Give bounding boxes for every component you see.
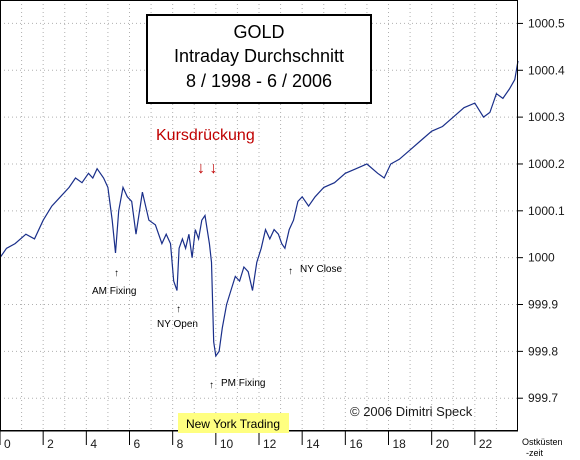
title-line-3: 8 / 1998 - 6 / 2006 xyxy=(186,71,332,91)
pm-fixing-label: PM Fixing xyxy=(221,378,265,389)
x-tick-label: 18 xyxy=(393,437,407,451)
y-axis-ticks: 1000.5 1000.4 1000.3 1000.2 1000.1 1000 999.9 9… xyxy=(518,16,565,405)
x-axis-label-line-1: Ostküsten xyxy=(522,437,563,447)
y-tick-label: 999.8 xyxy=(528,344,558,358)
pm-fixing-arrow: ↑ xyxy=(209,380,214,391)
x-tick-label: 6 xyxy=(134,437,141,451)
x-axis-label-line-2: -zeit xyxy=(526,448,544,458)
kurs-label: Kursdrückung xyxy=(156,127,255,144)
y-tick-label: 999.9 xyxy=(528,298,558,312)
ny-open-label: NY Open xyxy=(157,319,198,330)
y-tick-label: 1000.2 xyxy=(528,157,565,171)
title-box xyxy=(146,14,372,104)
x-tick-label: 12 xyxy=(263,437,277,451)
title-line-1: GOLD xyxy=(233,22,284,42)
copyright-text: © 2006 Dimitri Speck xyxy=(350,404,473,419)
ny-close-arrow: ↑ xyxy=(288,266,293,277)
y-tick-label: 1000.1 xyxy=(528,204,565,218)
ny-close-label: NY Close xyxy=(300,264,342,275)
ny-trading-label: New York Trading xyxy=(186,417,280,431)
x-tick-label: 20 xyxy=(436,437,450,451)
y-tick-label: 1000 xyxy=(528,251,555,265)
title-line-2: Intraday Durchschnitt xyxy=(174,46,344,66)
am-fixing-label: AM Fixing xyxy=(92,286,136,297)
gold-price-line xyxy=(0,60,519,358)
x-tick-label: 10 xyxy=(220,437,234,451)
y-tick-label: 1000.3 xyxy=(528,110,565,124)
y-tick-label: 1000.5 xyxy=(528,16,565,30)
kurs-arrows: ↓ ↓ xyxy=(197,160,217,177)
x-tick-label: 8 xyxy=(177,437,184,451)
am-fixing-arrow: ↑ xyxy=(114,268,119,279)
y-tick-label: 999.7 xyxy=(528,391,558,405)
x-tick-label: 16 xyxy=(349,437,363,451)
x-axis-ticks: 0 2 4 6 8 10 12 14 16 18 20 22 xyxy=(0,431,493,451)
x-tick-label: 4 xyxy=(90,437,97,451)
x-tick-label: 0 xyxy=(4,437,11,451)
ny-trading-highlight xyxy=(178,413,289,433)
y-tick-label: 1000.4 xyxy=(528,63,565,77)
ny-open-arrow: ↑ xyxy=(176,304,181,315)
x-tick-label: 14 xyxy=(306,437,320,451)
x-tick-label: 22 xyxy=(479,437,493,451)
x-tick-label: 2 xyxy=(47,437,54,451)
